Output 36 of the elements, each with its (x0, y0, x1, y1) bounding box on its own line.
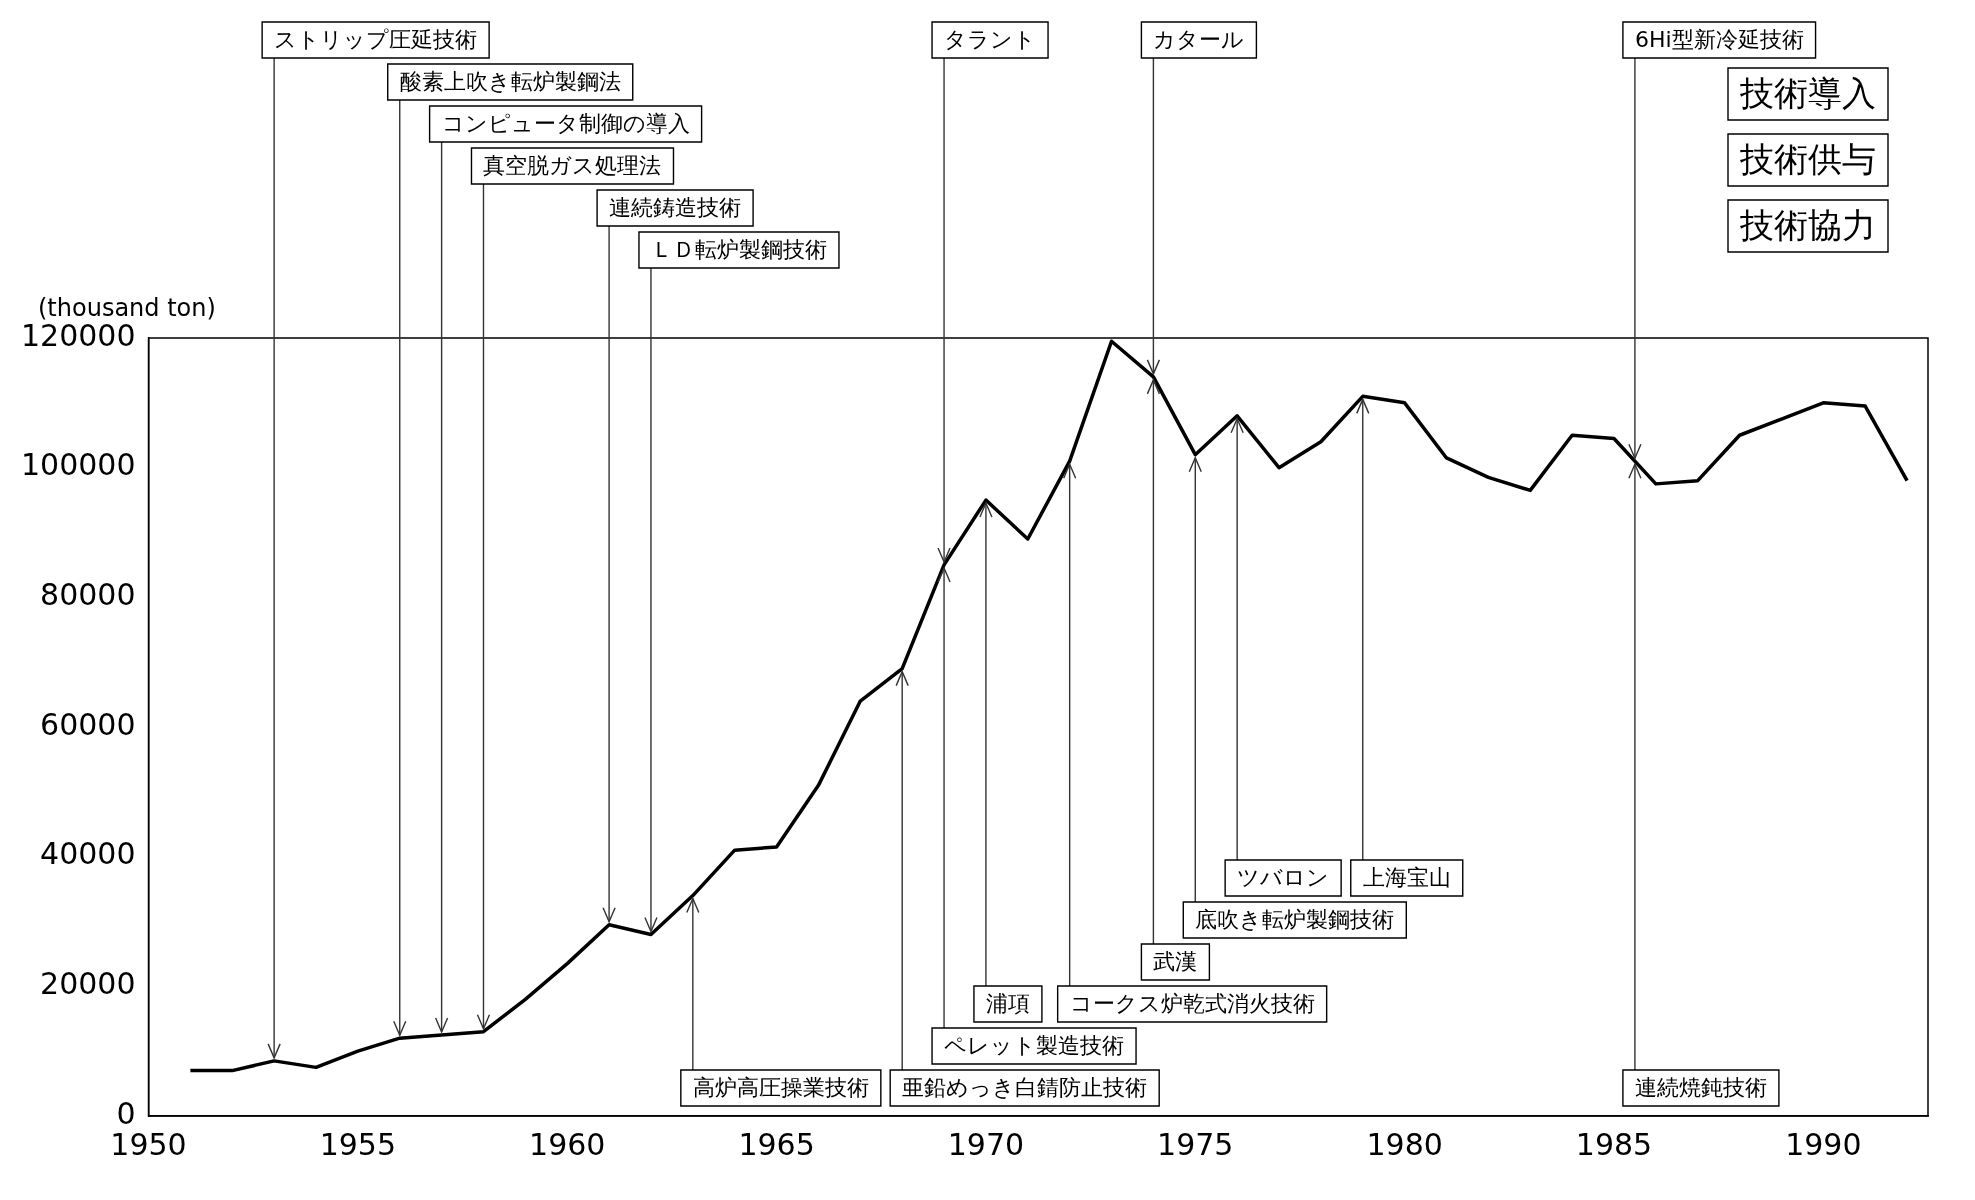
annotation: ペレット製造技術 (944, 1032, 1125, 1058)
text: 技術導入 (1739, 72, 1876, 113)
y-tick-label: 60000 (40, 706, 136, 742)
x-tick-label: 1960 (529, 1126, 606, 1162)
y-axis-title: (thousand ton) (38, 294, 216, 323)
annotation: 底吹き転炉製鋼技術 (1195, 906, 1395, 932)
annotation: 武漢 (1153, 948, 1198, 974)
y-tick-label: 40000 (40, 836, 136, 872)
annotation: 浦項 (985, 990, 1030, 1016)
x-tick-label: 1980 (1366, 1126, 1443, 1162)
annotation: コークス炉乾式消火技術 (1069, 990, 1315, 1016)
x-tick-label: 1975 (1157, 1126, 1234, 1162)
annotation: 6Hi型新冷延技術 (1634, 26, 1804, 52)
annotation: 連続鋳造技術 (609, 194, 742, 220)
annotation: 上海宝山 (1362, 864, 1451, 890)
annotation: 酸素上吹き転炉製鋼法 (399, 68, 621, 94)
annotation: 高炉高圧操業技術 (692, 1074, 869, 1100)
x-tick-label: 1955 (319, 1126, 397, 1162)
annotation: ツバロン (1237, 864, 1330, 890)
text: 技術供与 (1739, 138, 1876, 179)
y-tick-label: 80000 (40, 577, 136, 613)
annotation: ストリップ圧延技術 (274, 26, 478, 52)
text: 技術協力 (1739, 204, 1876, 245)
x-tick-label: 1970 (947, 1126, 1025, 1162)
annotation: ＬＤ転炉製鋼技術 (650, 236, 827, 262)
y-tick-label: 100000 (20, 447, 136, 483)
annotation: コンピュータ制御の導入 (441, 110, 690, 136)
y-tick-label: 20000 (40, 966, 136, 1002)
annotation: 連続焼鈍技術 (1634, 1074, 1767, 1100)
annotation: 真空脱ガス処理法 (483, 152, 662, 178)
annotation: タラント (944, 26, 1037, 52)
annotation: カタール (1153, 26, 1245, 52)
annotation: 亜鉛めっき白錆防止技術 (902, 1074, 1148, 1100)
x-tick-label: 1985 (1575, 1126, 1653, 1162)
x-tick-label: 1990 (1785, 1126, 1862, 1162)
x-tick-label: 1965 (738, 1126, 815, 1162)
